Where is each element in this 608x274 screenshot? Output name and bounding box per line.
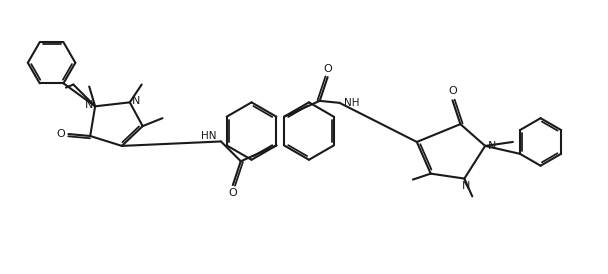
- Text: O: O: [229, 188, 237, 198]
- Text: O: O: [448, 87, 457, 96]
- Text: N: N: [462, 181, 471, 192]
- Text: N: N: [85, 100, 94, 110]
- Text: O: O: [56, 129, 65, 139]
- Text: HN: HN: [201, 130, 217, 141]
- Text: O: O: [323, 64, 332, 74]
- Text: N: N: [131, 96, 140, 106]
- Text: NH: NH: [344, 98, 359, 108]
- Text: N: N: [488, 141, 496, 151]
